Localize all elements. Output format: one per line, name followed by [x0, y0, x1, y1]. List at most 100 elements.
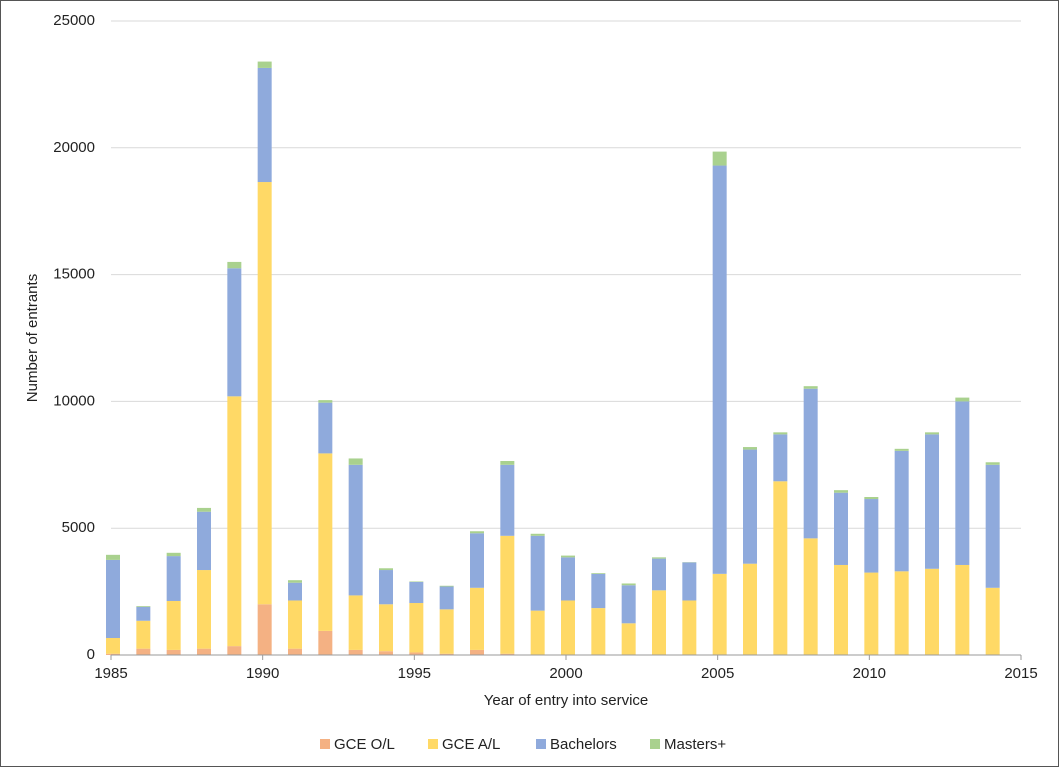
bar-segment: [561, 557, 575, 601]
bar-segment: [348, 649, 363, 655]
legend-swatch: [650, 739, 660, 749]
bar-segment: [288, 600, 302, 649]
bar-segment: [561, 600, 575, 655]
bar-segment: [500, 535, 515, 654]
bar-segment: [106, 653, 120, 655]
bar-segment: [470, 649, 484, 655]
y-tick-label: 25000: [53, 12, 95, 29]
x-tick-label: 2015: [1004, 665, 1037, 682]
bar-segment: [530, 610, 545, 655]
bar-segment: [379, 570, 393, 605]
bar-segment: [197, 507, 211, 512]
bar-segment: [227, 261, 242, 269]
bar-segment: [834, 492, 848, 565]
bar-segment: [318, 453, 333, 631]
bar-segment: [743, 447, 757, 450]
bar-segment: [712, 165, 727, 574]
bar-segment: [136, 620, 151, 649]
y-tick-label: 10000: [53, 392, 95, 409]
bar-segment: [470, 533, 484, 588]
bar-segment: [257, 182, 272, 605]
bar-segment: [591, 573, 606, 609]
bar-segment: [257, 604, 272, 655]
legend-swatch: [320, 739, 330, 749]
bar-segment: [197, 648, 211, 655]
bar-segment: [955, 564, 970, 655]
bar-segment: [652, 557, 666, 559]
bar-segment: [379, 651, 393, 655]
bar-segment: [439, 653, 454, 655]
bar-segment: [712, 573, 727, 655]
x-tick-label: 1985: [94, 665, 127, 682]
x-tick-label: 2005: [701, 665, 734, 682]
x-tick-label: 1990: [246, 665, 279, 682]
bar-segment: [925, 434, 939, 569]
legend-label: Masters+: [664, 736, 726, 753]
bar-segment: [166, 600, 181, 650]
bar-segment: [409, 603, 424, 653]
bar-segment: [530, 535, 545, 611]
y-tick-label: 5000: [62, 519, 95, 536]
bar-segment: [621, 585, 636, 624]
bar-segment: [500, 460, 515, 465]
bar-segment: [166, 552, 181, 557]
bar-segment: [530, 533, 545, 536]
legend-label: Bachelors: [550, 736, 617, 753]
y-tick-label: 15000: [53, 266, 95, 283]
bar-segment: [894, 571, 909, 655]
bar-segment: [561, 555, 575, 558]
bar-segment: [773, 481, 788, 655]
bar-segment: [197, 570, 211, 649]
bar-segment: [136, 606, 151, 607]
x-tick-label: 2010: [853, 665, 886, 682]
bar-segment: [318, 630, 333, 655]
bar-segment: [864, 572, 879, 655]
bar-segment: [106, 559, 120, 639]
bar-segment: [379, 568, 393, 571]
bar-segment: [227, 396, 242, 647]
legend-label: GCE A/L: [442, 736, 500, 753]
bar-segment: [652, 590, 666, 655]
bar-segment: [773, 434, 788, 482]
bar-segment: [136, 606, 151, 621]
bar-segment: [136, 648, 151, 655]
bar-segment: [834, 564, 848, 655]
bar-segment: [288, 580, 302, 583]
bar-segment: [985, 462, 1000, 465]
y-tick-label: 20000: [53, 139, 95, 156]
y-axis-title: Number of entrants: [24, 274, 41, 402]
bar-segment: [318, 402, 333, 454]
bar-segment: [227, 268, 242, 397]
bar-segment: [439, 585, 454, 587]
bar-segment: [318, 400, 333, 403]
bar-segment: [803, 388, 818, 539]
legend-swatch: [428, 739, 438, 749]
bar-segment: [166, 649, 181, 655]
bar-segment: [864, 497, 879, 500]
bar-segment: [409, 652, 424, 655]
bar-segment: [500, 464, 515, 536]
bar-segment: [621, 623, 636, 655]
bar-segment: [652, 558, 666, 591]
bar-segment: [955, 401, 970, 565]
bar-segment: [743, 563, 757, 655]
bar-segment: [197, 511, 211, 571]
bar-segment: [864, 499, 879, 573]
bar-segment: [591, 573, 606, 574]
bar-segment: [257, 67, 272, 183]
bar-segment: [470, 587, 484, 650]
y-tick-label: 0: [87, 646, 95, 663]
bar-segment: [257, 61, 272, 68]
bar-segment: [500, 653, 515, 655]
bar-segment: [682, 600, 697, 655]
legend-label: GCE O/L: [334, 736, 395, 753]
bar-segment: [409, 581, 424, 604]
bar-segment: [591, 608, 606, 655]
bar-segment: [409, 581, 424, 582]
bar-segment: [288, 648, 302, 655]
x-axis-title: Year of entry into service: [484, 692, 649, 709]
bar-segment: [955, 397, 970, 402]
bar-segment: [894, 450, 909, 572]
bar-segment: [925, 568, 939, 655]
